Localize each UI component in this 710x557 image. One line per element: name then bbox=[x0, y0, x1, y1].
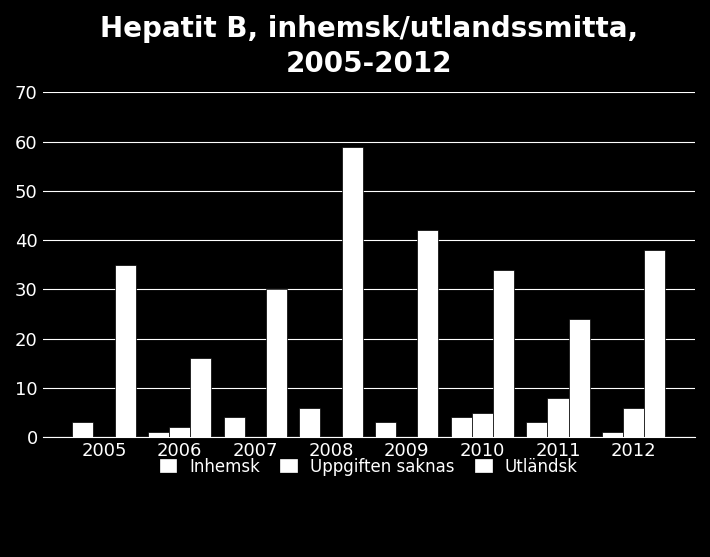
Bar bbox=[342, 146, 363, 437]
Bar bbox=[547, 398, 569, 437]
Bar bbox=[190, 358, 212, 437]
Bar bbox=[169, 427, 190, 437]
Bar bbox=[299, 408, 320, 437]
Bar bbox=[224, 417, 245, 437]
Bar bbox=[417, 231, 438, 437]
Bar bbox=[602, 432, 623, 437]
Bar bbox=[114, 265, 136, 437]
Bar bbox=[471, 413, 493, 437]
Bar bbox=[569, 319, 590, 437]
Bar bbox=[148, 432, 169, 437]
Title: Hepatit B, inhemsk/utlandssmitta,
2005-2012: Hepatit B, inhemsk/utlandssmitta, 2005-2… bbox=[99, 15, 638, 77]
Bar bbox=[375, 422, 396, 437]
Bar bbox=[493, 270, 514, 437]
Bar bbox=[526, 422, 547, 437]
Legend: Inhemsk, Uppgiften saknas, Utländsk: Inhemsk, Uppgiften saknas, Utländsk bbox=[151, 449, 586, 484]
Bar bbox=[451, 417, 471, 437]
Bar bbox=[623, 408, 644, 437]
Bar bbox=[644, 250, 665, 437]
Bar bbox=[266, 290, 287, 437]
Bar bbox=[72, 422, 94, 437]
